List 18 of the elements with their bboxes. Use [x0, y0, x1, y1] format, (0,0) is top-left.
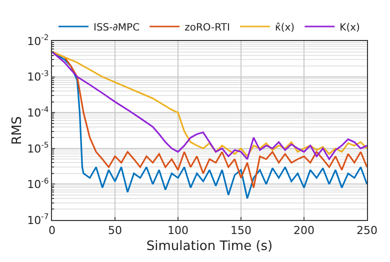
- y-tick-label: 10$^{-3}$: [27, 69, 49, 84]
- y-tick-label: 10$^{-2}$: [27, 33, 49, 48]
- y-tick-label: 10$^{-6}$: [27, 176, 49, 192]
- x-tick-label: 50: [108, 224, 122, 238]
- x-tick-label: 150: [230, 224, 252, 238]
- y-tick-label: 10$^{-5}$: [27, 140, 49, 156]
- legend-label: κ̂(x): [274, 22, 295, 34]
- legend-label: ISS-∂MPC: [94, 22, 140, 34]
- y-axis-title: RMS: [10, 116, 26, 145]
- legend-label: zoRO-RTI: [184, 22, 230, 34]
- x-tick-label: 250: [356, 224, 378, 238]
- x-tick-label: 200: [294, 224, 314, 238]
- x-axis-title: Simulation Time (s): [146, 238, 273, 254]
- x-tick-label: 100: [168, 224, 188, 238]
- y-tick-label: 10$^{-7}$: [27, 212, 49, 227]
- legend-label: K(x): [340, 22, 360, 34]
- x-tick-label: 0: [48, 224, 56, 238]
- y-tick-label: 10$^{-4}$: [27, 104, 49, 120]
